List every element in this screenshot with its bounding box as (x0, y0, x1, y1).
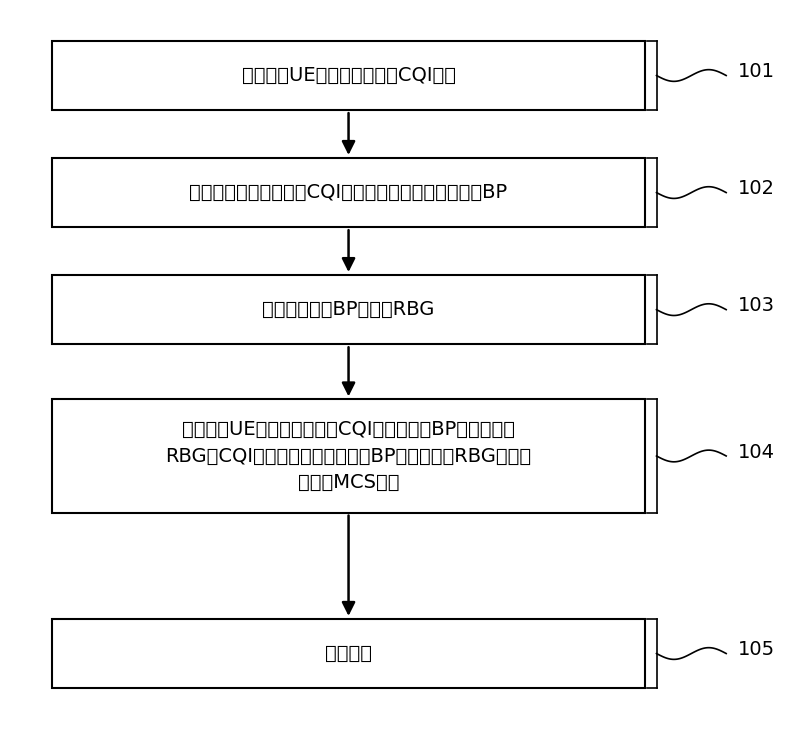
FancyBboxPatch shape (52, 400, 646, 513)
FancyBboxPatch shape (52, 158, 646, 227)
Text: 104: 104 (738, 443, 775, 462)
Text: 101: 101 (738, 62, 775, 81)
Text: 105: 105 (738, 640, 775, 659)
Text: 基站接收UE上报的当前子带CQI信息: 基站接收UE上报的当前子带CQI信息 (242, 66, 455, 85)
Text: 根据所述UE上报的当前子带CQI信息对所述BP对应的所有
RBG的CQI值进行更新，并将所述BP对应的所有RBG放入到
对应的MCS组中: 根据所述UE上报的当前子带CQI信息对所述BP对应的所有 RBG的CQI值进行更… (166, 420, 532, 492)
FancyBboxPatch shape (52, 41, 646, 110)
FancyBboxPatch shape (52, 619, 646, 688)
Text: 103: 103 (738, 297, 775, 315)
Text: 结束流程: 结束流程 (325, 644, 372, 663)
Text: 102: 102 (738, 179, 775, 198)
Text: 基站根据所述当前子带CQI信息确定当前子带所归属的BP: 基站根据所述当前子带CQI信息确定当前子带所归属的BP (190, 183, 508, 202)
Text: 基站计算所述BP对应的RBG: 基站计算所述BP对应的RBG (262, 300, 434, 319)
FancyBboxPatch shape (52, 275, 646, 344)
